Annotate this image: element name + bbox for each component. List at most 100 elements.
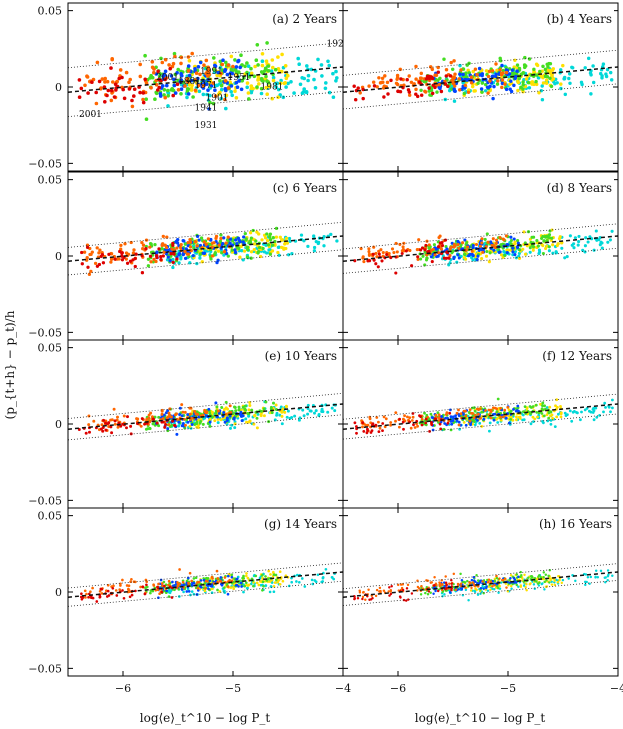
data-point <box>476 254 480 258</box>
data-point <box>496 587 500 590</box>
data-point <box>105 93 109 98</box>
data-point <box>204 579 208 583</box>
data-point <box>536 76 541 80</box>
data-point <box>225 238 230 242</box>
data-point <box>211 577 214 580</box>
data-point <box>295 580 298 583</box>
data-point <box>195 261 199 266</box>
data-point <box>284 236 289 241</box>
data-point <box>216 258 220 262</box>
lower-band-line <box>343 413 618 440</box>
data-point <box>252 247 256 252</box>
data-point <box>419 71 424 76</box>
data-point <box>534 62 539 66</box>
data-point <box>544 573 548 577</box>
data-point <box>146 264 151 268</box>
data-point <box>280 422 284 426</box>
year-annotation: 2001 <box>79 110 102 120</box>
data-point <box>237 79 241 83</box>
data-point <box>394 271 398 275</box>
data-point <box>82 250 87 254</box>
data-point <box>406 583 410 587</box>
data-point <box>302 414 306 418</box>
data-point <box>215 569 219 573</box>
panel-label-background <box>530 10 614 27</box>
data-point <box>404 249 408 253</box>
data-point <box>504 87 509 92</box>
data-point <box>214 83 218 88</box>
data-point <box>179 55 184 60</box>
data-point <box>197 89 202 94</box>
panel: 0.050−0.05(c) 6 Years <box>28 171 344 341</box>
data-point <box>361 595 365 599</box>
data-point <box>405 587 409 590</box>
data-point <box>229 54 234 59</box>
data-point <box>606 575 610 578</box>
data-point <box>446 84 450 89</box>
data-point <box>605 67 610 72</box>
data-point <box>111 586 115 590</box>
data-point <box>127 80 131 85</box>
data-point <box>160 247 164 251</box>
x-axis-label-left: log⟨e⟩_t^10 − log P_t <box>140 711 271 725</box>
data-point <box>445 586 448 590</box>
data-point <box>535 73 539 77</box>
data-point <box>495 417 498 421</box>
data-point <box>499 415 502 419</box>
data-point <box>255 416 259 420</box>
data-point <box>288 239 292 244</box>
data-point <box>185 590 189 593</box>
data-point <box>506 590 510 593</box>
data-point <box>162 250 166 254</box>
data-point <box>598 235 602 240</box>
data-point <box>190 423 194 426</box>
data-point <box>107 421 111 425</box>
data-point <box>554 404 557 408</box>
data-point <box>410 592 414 595</box>
data-point <box>189 249 193 253</box>
data-point <box>129 580 132 584</box>
data-point <box>482 417 486 421</box>
data-point <box>333 409 337 413</box>
data-point <box>487 69 492 74</box>
data-point <box>259 412 263 416</box>
y-tick-label: 0 <box>55 418 62 431</box>
data-point <box>198 256 202 260</box>
data-point <box>179 87 184 91</box>
data-point <box>257 245 262 250</box>
data-point <box>573 236 577 240</box>
data-point <box>546 65 550 69</box>
data-point <box>366 427 369 431</box>
data-point <box>234 409 238 413</box>
data-point <box>557 237 562 241</box>
data-point <box>214 401 218 405</box>
data-point <box>260 52 265 56</box>
data-point <box>427 86 431 90</box>
panel: (b) 4 Years <box>342 2 619 172</box>
data-point <box>322 244 326 248</box>
data-point <box>283 410 287 414</box>
data-point <box>334 79 338 83</box>
data-point <box>448 591 452 594</box>
data-point <box>394 411 398 414</box>
data-point <box>437 82 442 87</box>
data-point <box>416 257 420 261</box>
data-point <box>502 415 505 419</box>
data-point <box>361 96 365 101</box>
data-point <box>164 423 168 426</box>
data-point <box>267 248 271 252</box>
data-point <box>402 427 405 431</box>
data-point <box>475 574 478 577</box>
data-point <box>163 589 166 593</box>
data-point <box>161 84 165 88</box>
data-point <box>478 421 482 425</box>
data-point <box>218 59 223 64</box>
data-point <box>277 578 281 582</box>
data-point <box>509 89 514 94</box>
data-point <box>473 423 477 427</box>
data-point <box>119 424 123 428</box>
data-point <box>450 578 453 582</box>
data-point <box>221 58 225 62</box>
data-point <box>512 83 516 88</box>
data-point <box>240 249 244 253</box>
